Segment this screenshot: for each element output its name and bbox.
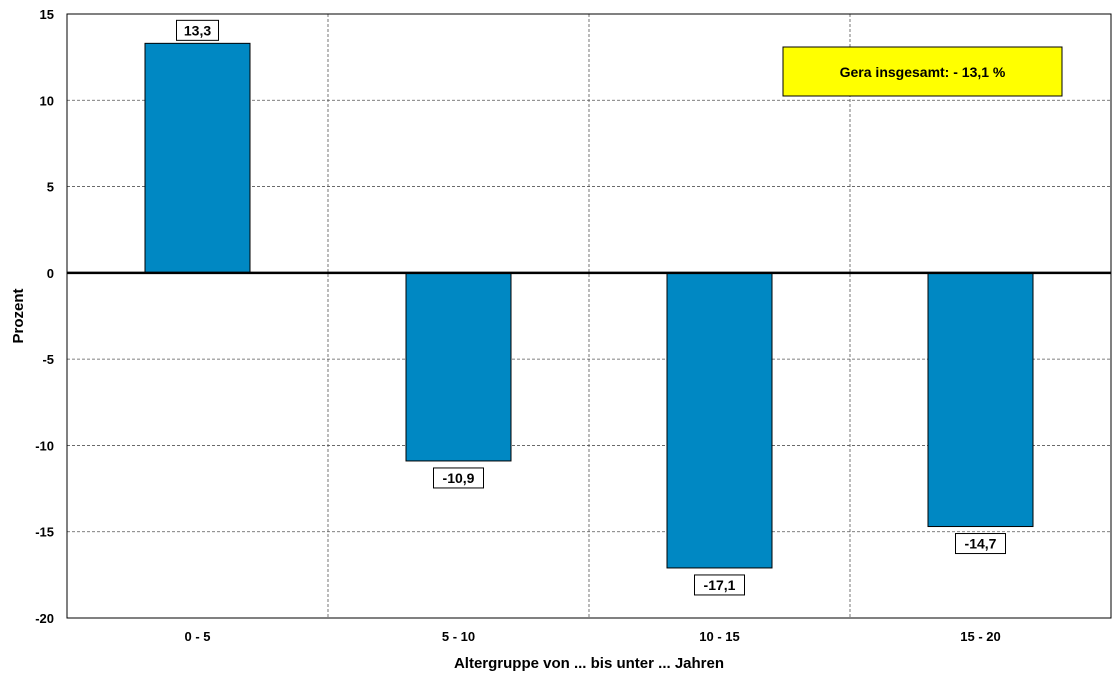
data-label: 13,3	[184, 22, 211, 38]
y-tick-label: -20	[35, 611, 54, 626]
bar	[927, 272, 1034, 528]
y-tick-label: 10	[40, 93, 54, 108]
data-labels: 13,3 -10,9 -17,1 -14,7	[176, 19, 1006, 596]
x-tick-label: 5 - 10	[442, 629, 475, 644]
data-label-box	[955, 533, 1006, 555]
annotation-background	[782, 46, 1063, 97]
y-tick-label: 5	[47, 180, 54, 195]
annotation-text: Gera insgesamt: - 13,1 %	[840, 64, 1006, 80]
y-tick-label: -15	[35, 525, 54, 540]
data-label: -17,1	[704, 577, 736, 593]
x-tick-label: 10 - 15	[699, 629, 739, 644]
y-tick-label: -5	[42, 352, 54, 367]
bars	[144, 42, 1034, 569]
data-label-box	[176, 19, 219, 41]
x-tick-labels: 0 - 5 5 - 10 10 - 15 15 - 20	[184, 629, 1000, 644]
y-tick-label: 0	[47, 266, 54, 281]
y-axis-title: Prozent	[10, 288, 27, 343]
data-label: -10,9	[443, 470, 475, 486]
bar	[144, 42, 251, 274]
data-label: -14,7	[965, 536, 997, 552]
bar	[405, 272, 512, 462]
data-label-box	[694, 574, 745, 596]
x-tick-label: 15 - 20	[960, 629, 1000, 644]
bar	[666, 272, 773, 569]
x-axis-title: Altergruppe von ... bis unter ... Jahren	[454, 655, 724, 672]
annotation-box: Gera insgesamt: - 13,1 %	[782, 46, 1063, 97]
plot-area-frame	[66, 13, 1112, 619]
y-tick-labels: 15 10 5 0 -5 -10 -15 -20	[35, 7, 54, 626]
data-label-box	[433, 467, 484, 489]
y-tick-label: 15	[40, 7, 54, 22]
x-tick-label: 0 - 5	[184, 629, 210, 644]
y-tick-label: -10	[35, 438, 54, 453]
